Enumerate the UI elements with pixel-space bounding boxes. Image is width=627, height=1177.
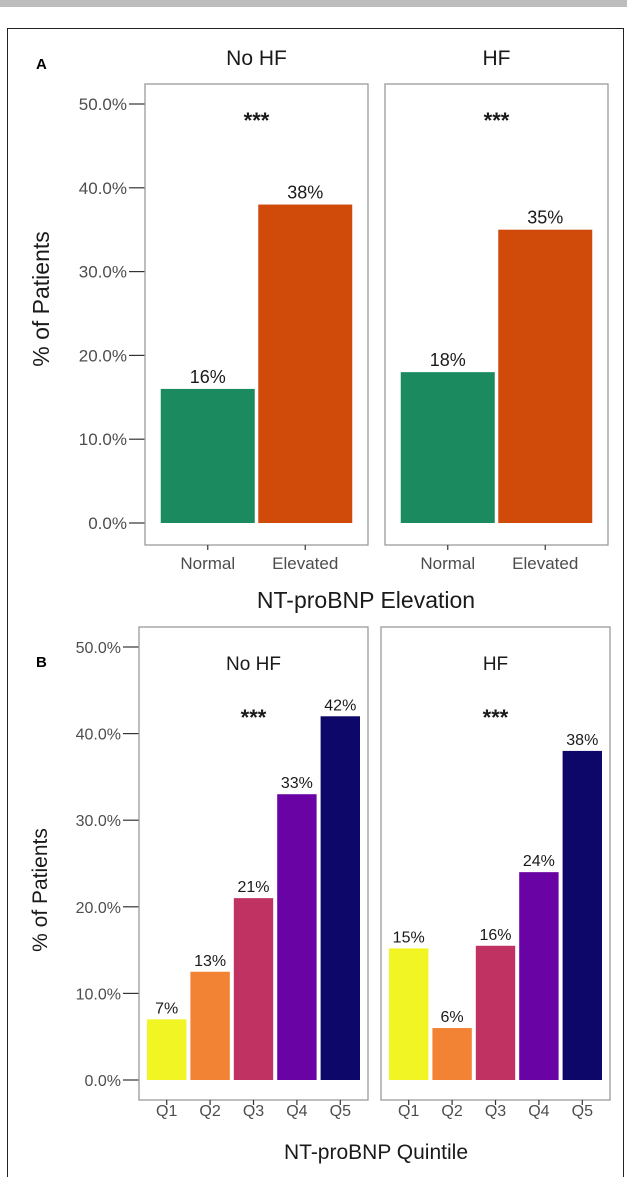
- panel-b-x-tick-label: Q5: [330, 1103, 351, 1120]
- panel-b-bar-q2: [432, 1028, 472, 1080]
- panel-b-x-tick-label: Q2: [441, 1103, 462, 1120]
- panel-b-x-tick-label: Q2: [199, 1103, 220, 1120]
- panel-b-x-tick-label: Q4: [528, 1103, 549, 1120]
- panel-a-x-tick-label: Elevated: [272, 554, 338, 573]
- panel-a-bar-normal: [400, 372, 495, 523]
- panel-a-x-axis-title: NT-proBNP Elevation: [257, 587, 475, 613]
- panel-b-y-tick-label: 0.0%: [85, 1073, 121, 1090]
- panel-b-bar-q4: [519, 872, 559, 1080]
- panel-a-y-axis-title: % of Patients: [28, 231, 54, 367]
- panel-b-bar-value-label: 16%: [479, 927, 511, 944]
- panel-b-bar-value-label: 6%: [441, 1009, 464, 1026]
- panel-a-facet-border: [144, 83, 369, 546]
- panel-b-y-tick-label: 50.0%: [76, 640, 121, 657]
- panel-a-y-tick-label: 40.0%: [79, 179, 127, 198]
- panel-b-bar-value-label: 33%: [281, 775, 313, 792]
- panel-a-y-tick-label: 20.0%: [79, 346, 127, 365]
- panel-b-chart: B % of Patients NT-proBNP Quintile 0.0% 1…: [29, 626, 611, 1164]
- panel-b-y-tick-label: 10.0%: [76, 986, 121, 1003]
- panel-b-y-tick-label: 30.0%: [76, 813, 121, 830]
- panel-b-bar-value-label: 7%: [155, 1000, 178, 1017]
- panel-b-bar-q5: [320, 716, 360, 1080]
- panel-b-bar-q2: [190, 971, 230, 1080]
- panel-b-y-tick-label: 20.0%: [76, 900, 121, 917]
- panel-a-y-tick-label: 50.0%: [79, 95, 127, 114]
- panel-b-bar-value-label: 13%: [194, 953, 226, 970]
- panel-a-bar-value-label: 16%: [190, 367, 226, 387]
- panel-a-bar-value-label: 18%: [430, 350, 466, 370]
- panel-a-bar-normal: [160, 388, 255, 523]
- panel-a-facet-title: HF: [483, 47, 511, 70]
- panel-b-bar-value-label: 15%: [393, 929, 425, 946]
- panel-b-letter: B: [36, 654, 47, 671]
- panel-b-bar-value-label: 38%: [566, 732, 598, 749]
- panel-b-y-tick-label: 40.0%: [76, 727, 121, 744]
- panel-b-bar-value-label: 21%: [237, 879, 269, 896]
- panel-b-bar-value-label: 24%: [523, 853, 555, 870]
- panel-b-x-tick-label: Q3: [485, 1103, 506, 1120]
- panel-b-x-tick-label: Q3: [243, 1103, 264, 1120]
- panel-b-x-tick-label: Q5: [572, 1103, 593, 1120]
- panel-a-x-tick-label: Normal: [180, 554, 235, 573]
- panel-a-bar-value-label: 35%: [527, 208, 563, 228]
- panel-a-x-tick-label: Elevated: [512, 554, 578, 573]
- panel-b-x-tick-label: Q1: [156, 1103, 177, 1120]
- panel-b-facet-title: HF: [483, 654, 508, 675]
- panel-b-bar-q1: [389, 948, 429, 1080]
- panel-a-x-tick-label: Normal: [420, 554, 475, 573]
- panel-b-significance-label: ***: [241, 705, 267, 730]
- panel-a-y-tick-label: 30.0%: [79, 263, 127, 282]
- panel-b-bar-q4: [277, 794, 317, 1080]
- panel-a-bar-elevated: [258, 204, 353, 523]
- panel-b-bar-q5: [562, 750, 602, 1080]
- panel-a-letter: A: [36, 56, 47, 73]
- panel-a-significance-label: ***: [244, 108, 270, 133]
- panel-b-bar-q3: [233, 898, 274, 1080]
- panel-b-x-axis-title: NT-proBNP Quintile: [284, 1141, 468, 1164]
- panel-b-x-tick-label: Q1: [398, 1103, 419, 1120]
- panel-a-bar-elevated: [498, 229, 593, 523]
- panel-b-bar-value-label: 42%: [324, 697, 356, 714]
- panel-a-chart: A % of Patients NT-proBNP Elevation 0.0%…: [28, 47, 609, 613]
- panel-a-y-tick-label: 0.0%: [88, 514, 127, 533]
- panel-b-bar-q3: [475, 945, 516, 1080]
- panel-b-x-tick-label: Q4: [286, 1103, 307, 1120]
- panel-b-y-axis-title: % of Patients: [29, 828, 52, 952]
- panel-a-bar-value-label: 38%: [287, 183, 323, 203]
- panel-a-y-tick-label: 10.0%: [79, 430, 127, 449]
- panel-b-bar-q1: [147, 1019, 187, 1080]
- panel-b-facet-title: No HF: [226, 654, 281, 675]
- top-divider: [0, 0, 627, 7]
- panel-a-facet-border: [384, 83, 609, 546]
- panel-b-significance-label: ***: [483, 705, 509, 730]
- panel-a-significance-label: ***: [484, 108, 510, 133]
- figure-frame: [7, 28, 624, 1177]
- panel-a-facet-title: No HF: [226, 47, 287, 70]
